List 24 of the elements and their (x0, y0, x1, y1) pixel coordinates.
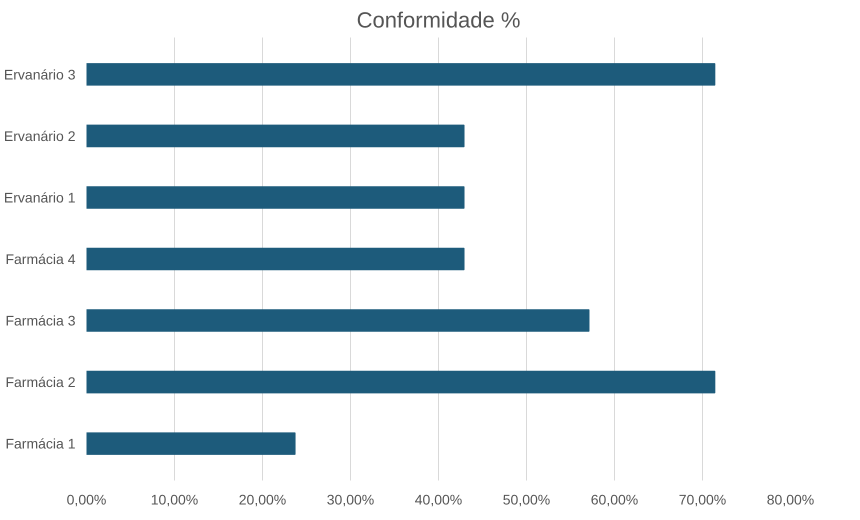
y-tick-label: Ervanário 2 (4, 128, 76, 144)
chart-title: Conformidade % (356, 8, 520, 32)
bar (86, 124, 465, 148)
bar (86, 63, 716, 86)
bar (86, 432, 296, 455)
x-tick-label: 0,00% (66, 492, 106, 508)
y-tick-label: Farmácia 2 (5, 374, 76, 390)
x-tick-label: 20,00% (238, 492, 286, 508)
x-tick-label: 10,00% (150, 492, 198, 508)
bar (86, 309, 590, 332)
y-tick-label: Farmácia 4 (5, 251, 76, 267)
y-tick-label: Farmácia 3 (5, 312, 76, 329)
y-tick-label: Ervanário 3 (4, 66, 76, 82)
y-tick-label: Farmácia 1 (5, 436, 76, 452)
bar (86, 248, 465, 270)
x-tick-label: 50,00% (502, 492, 550, 508)
y-tick-label: Ervanário 1 (4, 189, 76, 206)
x-tick-label: 30,00% (326, 492, 374, 508)
x-tick-label: 70,00% (678, 492, 726, 508)
x-tick-label: 80,00% (766, 492, 814, 508)
bar (86, 186, 465, 209)
bar (86, 370, 716, 394)
x-tick-label: 40,00% (414, 492, 462, 508)
x-tick-label: 60,00% (590, 492, 638, 508)
